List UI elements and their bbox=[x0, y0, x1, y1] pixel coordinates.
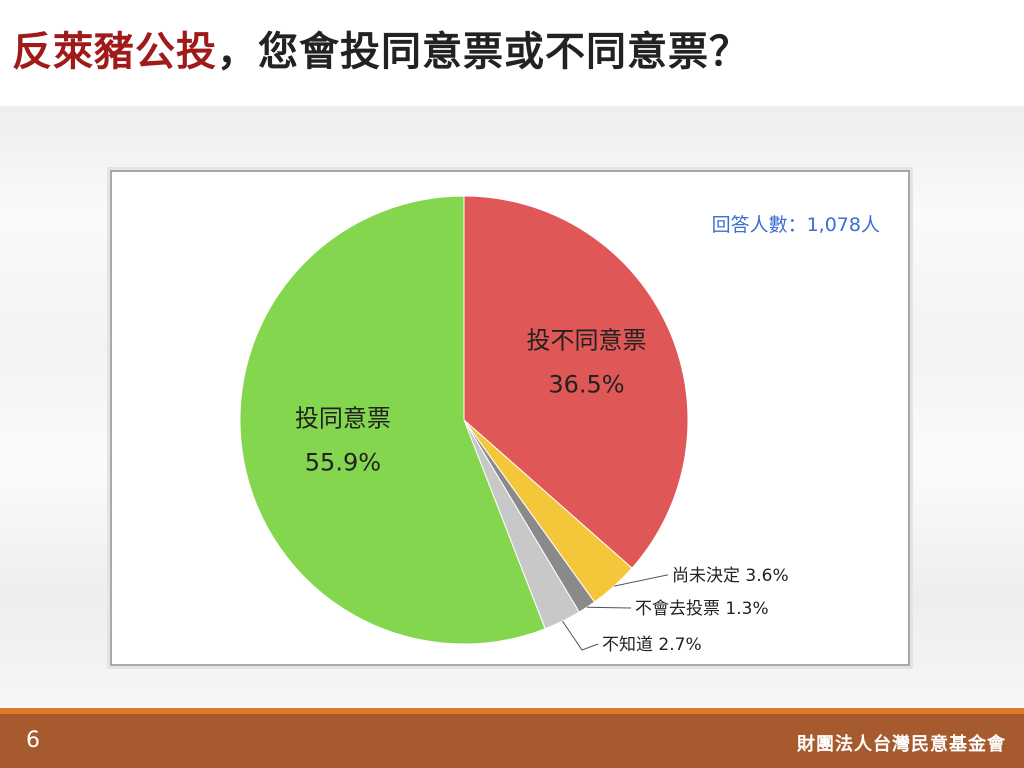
slide-footer: 6 財團法人台灣民意基金會 bbox=[0, 714, 1024, 768]
title-highlight: 反萊豬公投 bbox=[12, 29, 217, 75]
pie-value-1: 36.5% bbox=[548, 371, 624, 399]
pie-label-4: 不知道 2.7% bbox=[602, 635, 702, 655]
footer-accent-line bbox=[0, 708, 1024, 714]
leader-line-4 bbox=[562, 620, 599, 651]
pie-label-3: 不會去投票 1.3% bbox=[635, 599, 769, 619]
pie-value-5: 55.9% bbox=[305, 449, 381, 477]
page-number: 6 bbox=[26, 728, 40, 753]
leader-line-2 bbox=[614, 574, 668, 587]
slide-title: 反萊豬公投，您會投同意票或不同意票？ bbox=[12, 22, 750, 82]
pie-slice-1 bbox=[463, 195, 689, 569]
pie-chart-panel: 投不同意票 36.5% 尚未決定 3.6% 不會去投票 1.3% 不知道 2.7% 投同意… bbox=[110, 170, 910, 666]
pie-label-1: 投不同意票 bbox=[526, 327, 646, 355]
pie-slice-5 bbox=[239, 195, 546, 645]
pie-label-2: 尚未決定 3.6% bbox=[672, 566, 789, 586]
respondent-count: 回答人數：1,078人 bbox=[711, 214, 880, 236]
pie-label-5: 投同意票 bbox=[295, 405, 391, 433]
leader-line-3 bbox=[586, 606, 631, 609]
title-question: ，您會投同意票或不同意票？ bbox=[217, 29, 750, 75]
pie-chart: 投不同意票 36.5% 尚未決定 3.6% 不會去投票 1.3% 不知道 2.7% 投同意… bbox=[239, 195, 789, 655]
organization-name: 財團法人台灣民意基金會 bbox=[797, 734, 1006, 755]
